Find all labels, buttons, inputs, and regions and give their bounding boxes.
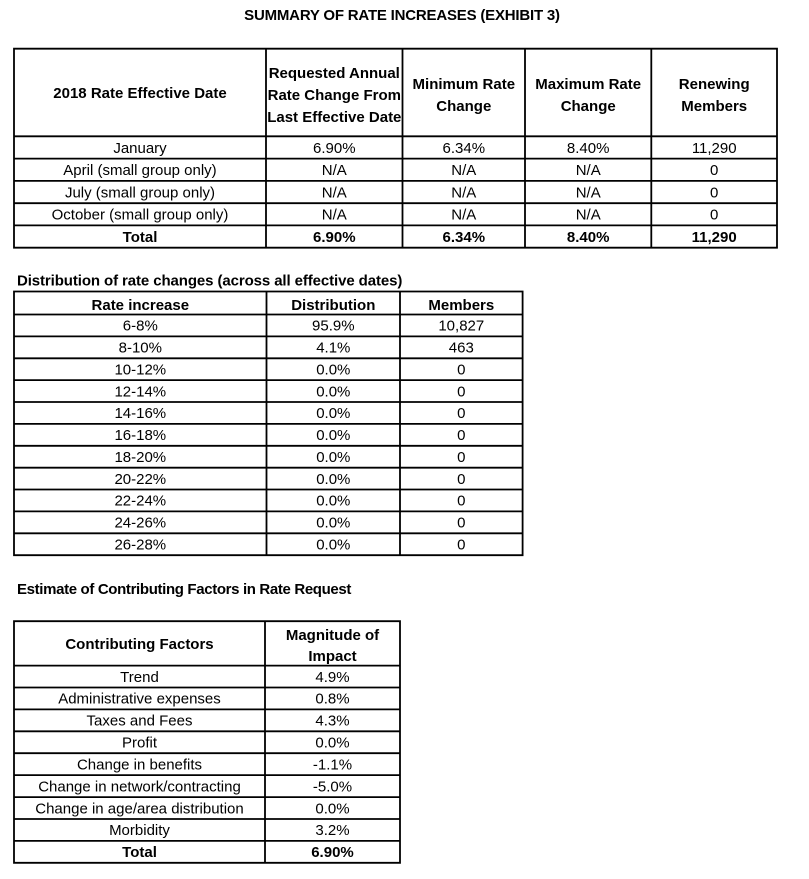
svg-text:11,290: 11,290 [692,140,737,157]
svg-text:24-26%: 24-26% [114,515,166,532]
svg-text:Last Effective Date: Last Effective Date [267,109,401,126]
svg-text:8.40%: 8.40% [567,140,610,157]
svg-text:Minimum Rate: Minimum Rate [413,76,516,93]
svg-text:0.8%: 0.8% [315,691,349,708]
svg-text:0.0%: 0.0% [316,362,350,379]
svg-text:Impact: Impact [308,648,356,665]
svg-text:0: 0 [457,515,465,532]
svg-text:Magnitude of: Magnitude of [286,627,380,644]
svg-text:0.0%: 0.0% [315,800,349,817]
svg-text:Maximum Rate: Maximum Rate [535,76,641,93]
svg-text:26-28%: 26-28% [114,537,166,554]
svg-text:Administrative expenses: Administrative expenses [58,691,221,708]
svg-text:0.0%: 0.0% [315,735,349,752]
svg-text:SUMMARY OF RATE INCREASES (EXH: SUMMARY OF RATE INCREASES (EXHIBIT 3) [244,7,560,24]
svg-text:Contributing Factors: Contributing Factors [65,636,213,653]
svg-text:N/A: N/A [576,162,601,179]
svg-text:4.3%: 4.3% [315,713,349,730]
svg-text:0: 0 [457,471,465,488]
svg-text:0.0%: 0.0% [316,471,350,488]
svg-text:Change in age/area distributio: Change in age/area distribution [35,800,243,817]
svg-text:6.34%: 6.34% [443,140,486,157]
svg-text:Distribution: Distribution [291,297,375,314]
svg-text:-1.1%: -1.1% [313,756,352,773]
svg-text:Total: Total [123,229,158,246]
svg-text:6-8%: 6-8% [123,318,158,335]
svg-text:Rate increase: Rate increase [92,297,190,314]
svg-text:8-10%: 8-10% [119,340,162,357]
svg-text:Profit: Profit [122,735,158,752]
svg-text:July (small group only): July (small group only) [65,184,215,201]
svg-text:463: 463 [449,340,474,357]
svg-text:11,290: 11,290 [692,229,737,246]
svg-text:0.0%: 0.0% [316,515,350,532]
svg-text:8.40%: 8.40% [567,229,610,246]
svg-text:2018 Rate Effective Date: 2018 Rate Effective Date [53,85,226,102]
svg-text:Trend: Trend [120,669,159,686]
svg-text:0: 0 [457,362,465,379]
svg-text:Taxes and Fees: Taxes and Fees [87,713,193,730]
svg-text:Change: Change [436,98,491,115]
svg-text:0: 0 [710,184,718,201]
svg-text:Members: Members [681,98,747,115]
svg-text:20-22%: 20-22% [114,471,166,488]
svg-text:6.90%: 6.90% [313,229,356,246]
svg-text:0.0%: 0.0% [316,427,350,444]
svg-text:12-14%: 12-14% [114,383,166,400]
svg-text:0: 0 [710,162,718,179]
svg-text:0: 0 [457,405,465,422]
svg-text:4.9%: 4.9% [315,669,349,686]
svg-text:January: January [113,140,167,157]
svg-text:Morbidity: Morbidity [109,822,170,839]
svg-text:N/A: N/A [451,162,476,179]
svg-text:Change in benefits: Change in benefits [77,756,202,773]
svg-text:N/A: N/A [322,162,347,179]
svg-text:10,827: 10,827 [438,318,484,335]
svg-text:95.9%: 95.9% [312,318,355,335]
svg-text:N/A: N/A [322,207,347,224]
svg-text:0: 0 [710,207,718,224]
svg-text:3.2%: 3.2% [315,822,349,839]
svg-text:0.0%: 0.0% [316,537,350,554]
svg-text:6.90%: 6.90% [313,140,356,157]
svg-text:N/A: N/A [451,207,476,224]
svg-text:April (small group only): April (small group only) [63,162,216,179]
svg-text:0: 0 [457,383,465,400]
svg-text:Change in network/contracting: Change in network/contracting [38,778,241,795]
svg-text:0.0%: 0.0% [316,449,350,466]
svg-text:-5.0%: -5.0% [313,778,352,795]
svg-text:N/A: N/A [451,184,476,201]
svg-text:Rate Change From: Rate Change From [268,87,401,104]
svg-text:6.90%: 6.90% [311,844,354,861]
svg-text:0.0%: 0.0% [316,383,350,400]
svg-text:10-12%: 10-12% [114,362,166,379]
svg-text:0.0%: 0.0% [316,493,350,510]
svg-text:14-16%: 14-16% [114,405,166,422]
svg-text:0.0%: 0.0% [316,405,350,422]
svg-text:Members: Members [428,297,494,314]
svg-text:0: 0 [457,493,465,510]
svg-text:0: 0 [457,537,465,554]
svg-text:N/A: N/A [322,184,347,201]
svg-text:Renewing: Renewing [679,76,750,93]
svg-text:Total: Total [122,844,157,861]
svg-text:N/A: N/A [576,184,601,201]
svg-text:6.34%: 6.34% [443,229,486,246]
svg-text:October (small group only): October (small group only) [52,207,229,224]
svg-text:16-18%: 16-18% [114,427,166,444]
svg-text:18-20%: 18-20% [114,449,166,466]
svg-text:4.1%: 4.1% [316,340,350,357]
svg-text:Change: Change [561,98,616,115]
svg-text:Requested Annual: Requested Annual [269,65,400,82]
svg-text:N/A: N/A [576,207,601,224]
svg-text:Distribution of rate changes (: Distribution of rate changes (across all… [17,273,402,290]
svg-text:Estimate of Contributing Facto: Estimate of Contributing Factors in Rate… [17,581,351,598]
svg-text:0: 0 [457,449,465,466]
svg-text:0: 0 [457,427,465,444]
svg-text:22-24%: 22-24% [114,493,166,510]
